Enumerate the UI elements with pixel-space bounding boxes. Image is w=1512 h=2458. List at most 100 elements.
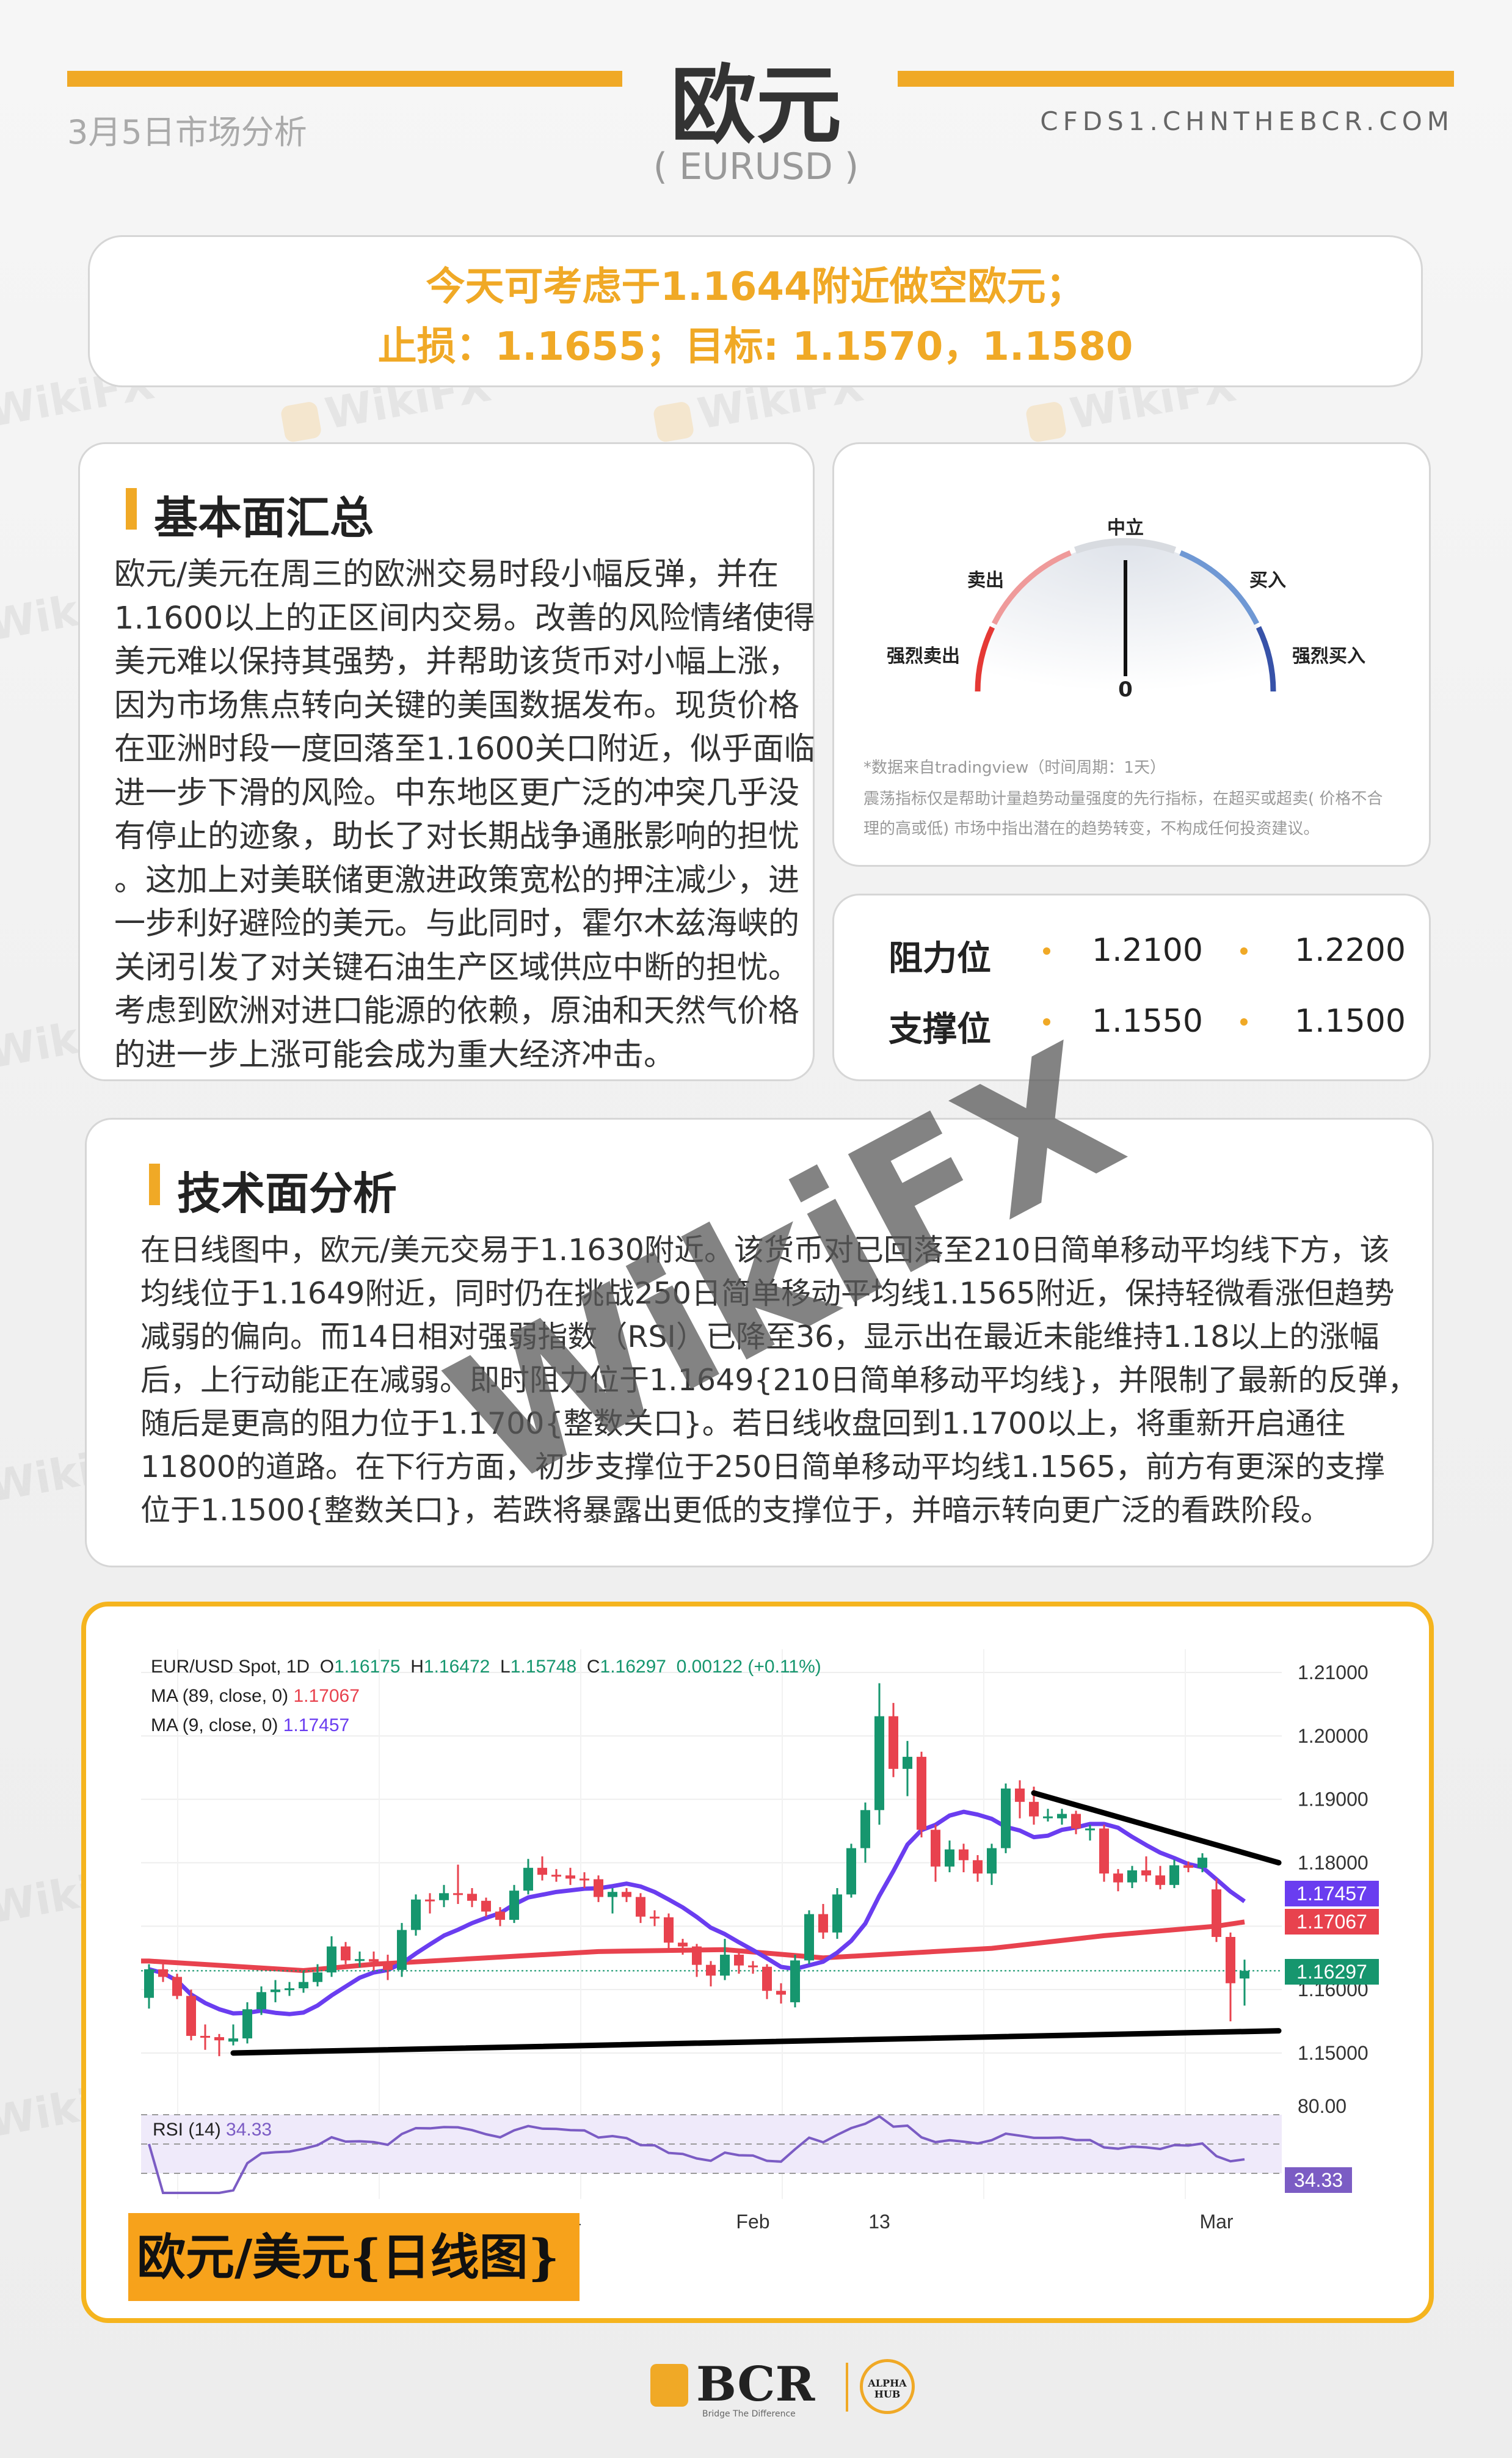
signal-line-1: 今天可考虑于1.1644附近做空欧元；: [426, 264, 1085, 310]
candle-body: [200, 2035, 210, 2038]
gauge-label-buy: 买入: [1249, 570, 1286, 591]
gauge-buy-arc: [1179, 550, 1260, 625]
price-badge: [1285, 1909, 1379, 1935]
candle-body: [720, 1955, 730, 1976]
text-line: 位于1.1500{整数关口}，若跌将暴露出更低的支撑位于，并暗示转向更广泛的看跌…: [140, 1493, 1331, 1528]
text-line: 在日线图中，欧元/美元交易于1.1630附近。该货币对已回落至210日简单移动平…: [140, 1233, 1390, 1267]
support-label: 支撑位: [889, 1010, 991, 1049]
candle-body: [144, 1969, 154, 1998]
candle-body: [565, 1875, 575, 1879]
y-tick-label: 1.19000: [1298, 1789, 1368, 1811]
candle-body: [1212, 1889, 1221, 1937]
candle-body: [523, 1867, 533, 1891]
chart-caption: 欧元/美元{日线图}: [128, 2213, 580, 2301]
text-line: 随后是更高的阻力位于1.1700{整数关口}。若日线收盘回到1.1700以上，将…: [140, 1406, 1346, 1441]
gauge-disclaimer-2: 理的高或低) 市场中指出潜在的趋势转变，不构成任何投资建议。: [863, 820, 1320, 838]
gauge-strong-buy-arc: [1256, 626, 1276, 692]
gauge-label-neutral: 中立: [1107, 517, 1144, 539]
candle-body: [425, 1899, 435, 1902]
candle-body: [1113, 1873, 1123, 1883]
candle-body: [1001, 1789, 1011, 1848]
fundamentals-card: 基本面汇总 欧元/美元在周三的欧洲交易时段小幅反弹，并在 1.1600以上的正区间…: [78, 442, 815, 1081]
candle-body: [706, 1964, 716, 1976]
ma89-legend: MA (89, close, 0) 1.17067: [151, 1686, 360, 1706]
candle-body: [214, 2037, 224, 2041]
chart-frame: [81, 1602, 1434, 2323]
brand-name: BCR: [696, 2357, 815, 2412]
text-line: 11800的道路。在下行方面，初步支撑位于250日简单移动平均线1.1565，前…: [140, 1450, 1385, 1484]
text-line: 。这加上对美联储更激进政策宽松的押注减少，进: [114, 862, 800, 899]
candle-body: [467, 1894, 477, 1901]
candle-body: [453, 1893, 463, 1895]
page-title: 欧元: [670, 56, 841, 156]
resistance-2: 1.2200: [1295, 932, 1406, 969]
x-tick-label: 13: [868, 2211, 890, 2233]
candle-body: [622, 1892, 631, 1897]
bullet-icon: [1240, 1018, 1248, 1026]
candle-body: [1169, 1865, 1179, 1885]
website-label[interactable]: CFDS1.CHNTHEBCR.COM: [1040, 106, 1454, 136]
trade-signal-box: 今天可考虑于1.1644附近做空欧元； 止损：1.1655；目标: 1.1570…: [88, 235, 1423, 387]
gauge-label-strong-buy: 强烈买入: [1292, 646, 1365, 667]
candle-body: [917, 1757, 926, 1830]
candle-body: [664, 1917, 674, 1943]
gauge-label-strong-sell: 强烈卖出: [887, 646, 960, 667]
candle-body: [1029, 1801, 1039, 1817]
close-label: C: [586, 1657, 600, 1677]
gauge-strong-sell-arc: [975, 626, 995, 692]
candle-body: [734, 1955, 744, 1966]
candle-body: [1240, 1971, 1249, 1978]
candle-body: [397, 1930, 407, 1970]
candle-body: [495, 1911, 505, 1920]
text-line: 的进一步上涨可能会成为重大经济冲击。: [114, 1037, 675, 1073]
candle-body: [818, 1914, 828, 1933]
candle-body: [748, 1965, 758, 1967]
text-line: 在亚洲时段一度回落至1.1600关口附近，似乎面临: [114, 731, 815, 767]
bullet-icon: [1043, 947, 1050, 955]
candle-body: [299, 1982, 308, 1989]
oscillator-gauge-card: 中立 卖出 买入 强烈卖出 强烈买入 0: [832, 442, 1431, 867]
text-line: 有停止的迹象，助长了对长期战争通胀影响的担忧: [114, 819, 800, 855]
candle-body: [1141, 1870, 1151, 1876]
candle-body: [1085, 1828, 1095, 1831]
gauge-value: 0: [1118, 677, 1133, 702]
candle-body: [1057, 1814, 1067, 1818]
candle-body: [537, 1867, 547, 1875]
rsi-legend: RSI (14) 34.33: [153, 2120, 272, 2140]
x-tick-label: Mar: [1199, 2211, 1233, 2233]
text-line: 欧元/美元在周三的欧洲交易时段小幅反弹，并在: [114, 556, 779, 593]
candle-body: [271, 1989, 280, 1993]
candle-body: [692, 1946, 702, 1965]
technical-heading: 技术面分析: [149, 1158, 397, 1222]
candle-body: [228, 2038, 238, 2042]
support-2: 1.1500: [1295, 1003, 1406, 1040]
footer-divider: [846, 2363, 848, 2412]
text-line: 美元难以保持其强势，并帮助该货币对小幅上涨，: [114, 644, 800, 680]
text-line: 因为市场焦点转向关键的美国数据发布。现货价格: [114, 687, 800, 724]
fundamentals-heading: 基本面汇总: [126, 482, 374, 546]
candle-body: [1043, 1816, 1053, 1818]
candle-body: [1183, 1865, 1193, 1868]
candle-body: [874, 1716, 884, 1811]
gauge-neutral-arc: [1074, 538, 1177, 554]
candle-body: [285, 1988, 294, 1991]
brand-tagline: Bridge The Difference: [702, 2409, 796, 2419]
candle-body: [341, 1946, 351, 1961]
candle-body: [580, 1878, 589, 1881]
candle-body: [1155, 1875, 1165, 1885]
candle-body: [1099, 1828, 1109, 1874]
candle-body: [889, 1716, 898, 1769]
candle-body: [1071, 1814, 1081, 1829]
candle-body: [355, 1959, 365, 1961]
candle-body: [945, 1849, 954, 1867]
text-line: 一步利好避险的美元。与此同时，霍尔木兹海峡的: [114, 906, 800, 942]
candle-body: [1015, 1789, 1025, 1802]
change-value: 0.00122 (+0.11%): [676, 1657, 821, 1677]
candle-body: [172, 1977, 182, 1996]
technical-text: 在日线图中，欧元/美元交易于1.1630附近。该货币对已回落至210日简单移动平…: [140, 1228, 1417, 1532]
text-line: 1.1600以上的正区间内交易。改善的风险情绪使得: [114, 600, 815, 636]
alpha-hub-logo: ALPHA HUB: [860, 2359, 915, 2414]
resistance-label: 阻力位: [889, 939, 991, 979]
candle-body: [903, 1757, 912, 1769]
ma9-legend: MA (9, close, 0) 1.17457: [151, 1715, 350, 1735]
